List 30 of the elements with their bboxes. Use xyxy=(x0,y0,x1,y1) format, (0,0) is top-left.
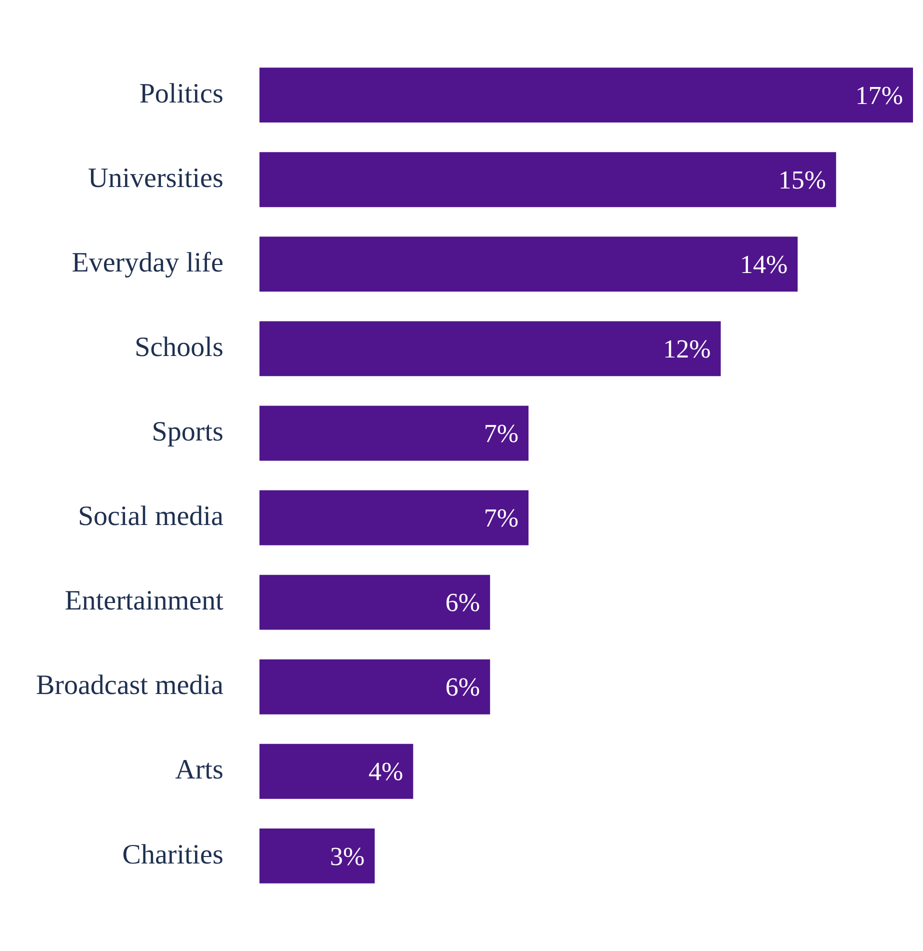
y-tick-label: Charities xyxy=(122,839,224,870)
y-tick-label: Entertainment xyxy=(64,586,224,617)
bar xyxy=(259,828,375,884)
y-tick-label: Arts xyxy=(175,754,224,786)
bar xyxy=(259,406,529,461)
data-label: 14% xyxy=(740,250,788,279)
bar xyxy=(259,236,798,292)
y-tick-label: Broadcast media xyxy=(36,670,224,702)
bar xyxy=(259,152,836,208)
bar xyxy=(259,68,913,123)
y-tick-label: Everyday life xyxy=(72,248,224,279)
bar xyxy=(259,321,721,376)
data-label: 6% xyxy=(445,672,480,702)
y-tick-label: Social media xyxy=(78,501,224,532)
bar xyxy=(259,744,414,799)
bar xyxy=(259,574,490,630)
data-label: 15% xyxy=(778,165,826,194)
y-tick-label: Sports xyxy=(152,416,224,448)
data-label: 6% xyxy=(445,588,480,618)
data-label: 17% xyxy=(855,80,903,110)
data-label: 12% xyxy=(663,334,711,364)
data-label: 3% xyxy=(330,842,365,871)
y-tick-label: Schools xyxy=(134,332,224,364)
y-tick-label: Politics xyxy=(139,78,224,110)
data-label: 7% xyxy=(484,504,519,533)
y-tick-label: Universities xyxy=(88,162,224,194)
bar xyxy=(259,490,529,546)
data-label: 4% xyxy=(368,757,404,786)
data-label: 7% xyxy=(484,419,519,448)
bar xyxy=(259,659,490,714)
